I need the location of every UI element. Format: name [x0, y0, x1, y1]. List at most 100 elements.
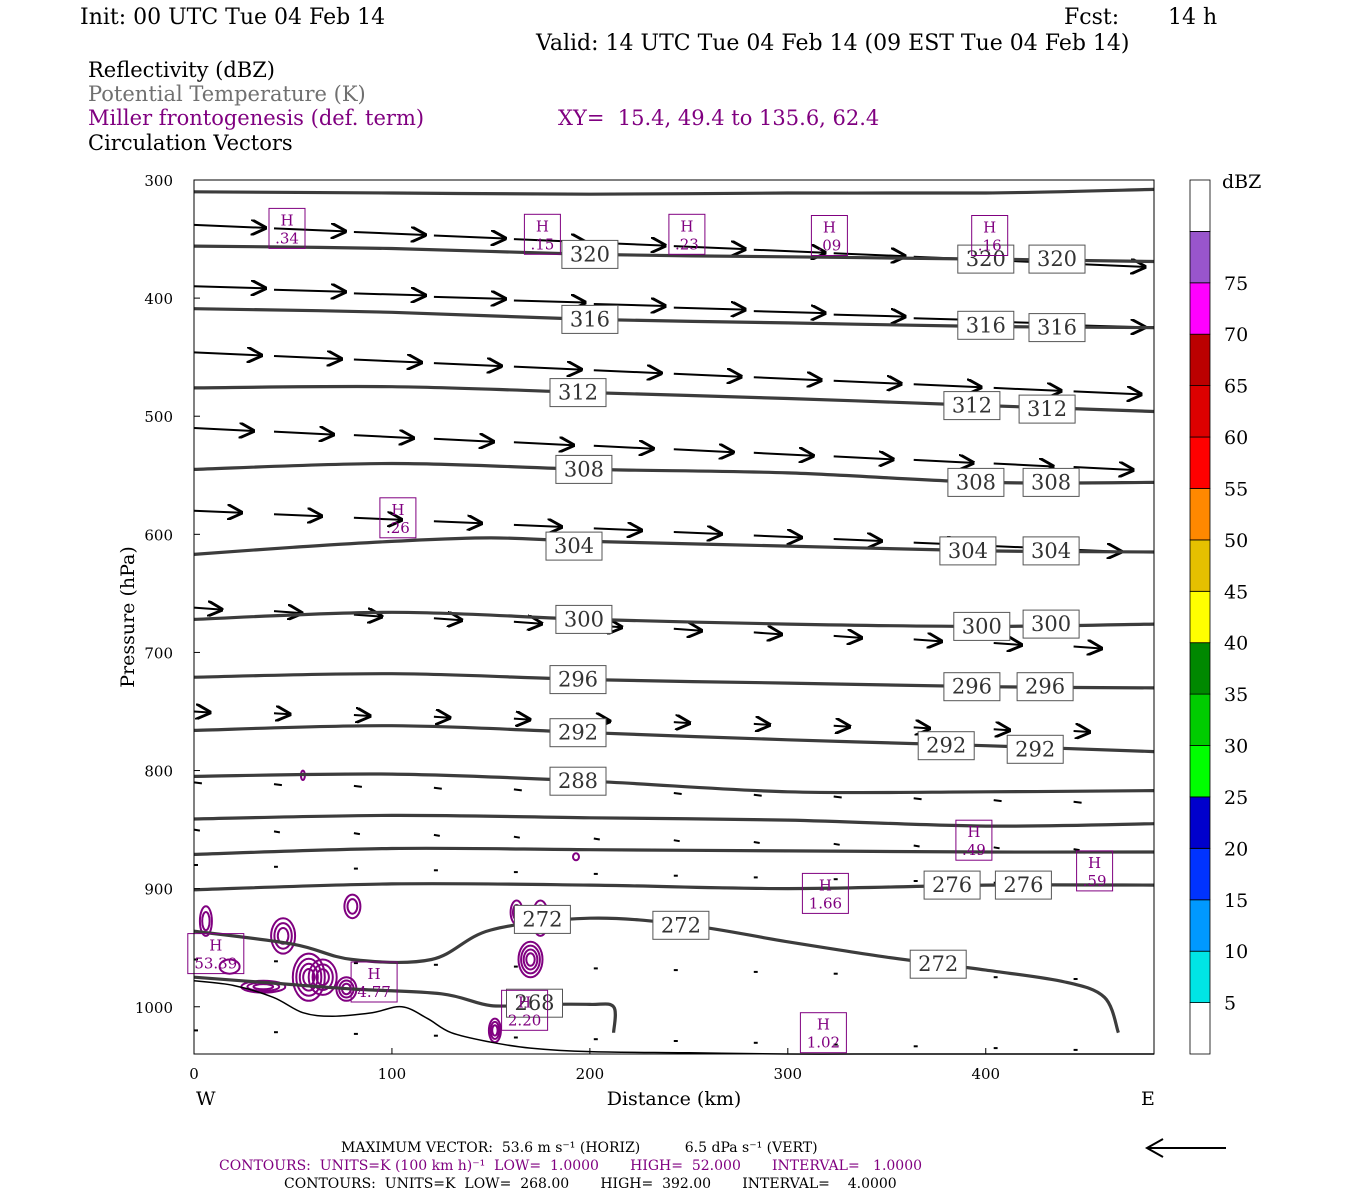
circulation-vector	[193, 828, 201, 832]
frontogenesis-contour	[517, 940, 544, 979]
colorbar-segment	[1189, 385, 1211, 438]
frontogenesis-contour	[315, 968, 330, 987]
circulation-vector	[833, 315, 905, 317]
circulation-vector	[513, 525, 562, 527]
circulation-vector	[273, 713, 290, 714]
theta-label-box	[652, 910, 710, 940]
circulation-vector	[593, 528, 642, 530]
circulation-vector	[193, 511, 242, 513]
frontogenesis-maximum: H.09	[810, 215, 848, 256]
circulation-vector	[433, 717, 450, 718]
colorbar-label: 35	[1224, 684, 1248, 706]
circulation-vector	[273, 290, 345, 292]
init-time: Init: 00 UTC Tue 04 Feb 14	[80, 5, 386, 30]
colorbar-label: 65	[1224, 376, 1248, 398]
circulation-vector	[753, 377, 821, 380]
theta-label-box	[957, 244, 1015, 274]
theta-label-box	[1016, 672, 1074, 702]
circulation-vector	[193, 352, 261, 355]
theta-label-text: 288	[558, 769, 598, 793]
frontogenesis-contour	[295, 957, 323, 997]
colorbar-segment	[1189, 179, 1211, 232]
circulation-vector	[993, 729, 1010, 730]
x-tick-label: 100	[378, 1065, 407, 1083]
circulation-vector	[1073, 647, 1102, 649]
frontogenesis-contour	[198, 905, 213, 937]
maximum-h-marker: H	[391, 501, 404, 519]
theta-label-300: 300	[1022, 609, 1080, 639]
circulation-vector	[273, 228, 345, 231]
circulation-vector	[673, 532, 722, 534]
theta-label-text: 304	[554, 534, 594, 558]
circulation-vector	[193, 286, 265, 288]
theta-label-box	[549, 718, 607, 748]
theta-label-box	[549, 378, 607, 408]
x-tick-label: 400	[971, 1065, 1000, 1083]
y-tick-label: 1000	[135, 999, 173, 1017]
valid-time: Valid: 14 UTC Tue 04 Feb 14 (09 EST Tue …	[536, 31, 1130, 56]
legend-reflectivity: Reflectivity (dBZ)	[88, 58, 276, 82]
frontogenesis-contour	[520, 944, 541, 975]
circulation-vector	[433, 439, 493, 442]
frontogenesis-maximum: H1.66	[801, 872, 849, 914]
theta-label-304: 304	[1022, 536, 1080, 566]
circulation-vector	[993, 799, 1002, 803]
theta-label-text: 320	[1037, 247, 1077, 271]
maximum-box	[955, 819, 993, 861]
circulation-vector	[513, 622, 542, 624]
theta-label-box	[549, 665, 607, 695]
circulation-vector	[193, 712, 210, 713]
colorbar: 5 10 15 20 25 30 35 40 45 50 55 60 65 70 75	[1189, 179, 1248, 1055]
theta-label-box	[994, 870, 1052, 900]
theta-label-text: 292	[558, 721, 598, 745]
frontogenesis-maximum: H.23	[668, 213, 706, 255]
maximum-box	[810, 215, 848, 256]
theta-label-text: 304	[1031, 539, 1071, 563]
theta-label-box	[1028, 244, 1086, 274]
circulation-vector	[273, 356, 341, 359]
legend-theta: Potential Temperature (K)	[88, 82, 366, 106]
maximum-value: .59	[1083, 872, 1107, 890]
maximum-box	[668, 213, 706, 255]
circulation-vector	[753, 632, 782, 634]
colorbar-segment	[1189, 488, 1211, 541]
circulation-vector	[353, 518, 402, 520]
colorbar-label: 50	[1224, 530, 1248, 552]
frontogenesis-contour	[522, 948, 539, 971]
circulation-vector	[513, 835, 520, 839]
frontogenesis-maximum: H.49	[955, 819, 993, 861]
maximum-value: .16	[978, 237, 1002, 255]
circulation-vector	[913, 460, 973, 463]
frontogenesis-maximum: H2.20	[501, 989, 549, 1031]
circulation-vector	[993, 388, 1061, 391]
theta-label-300: 300	[555, 604, 613, 634]
theta-label-box	[947, 467, 1005, 497]
frontogenesis-contour	[273, 922, 293, 950]
colorbar-label: 40	[1224, 633, 1248, 655]
circulation-vector	[673, 246, 745, 249]
theta-label-text: 300	[1031, 612, 1071, 636]
footer-max-vector: MAXIMUM VECTOR: 53.6 m s⁻¹ (HORIZ) 6.5 d…	[341, 1140, 818, 1156]
colorbar-segment	[1189, 1002, 1211, 1055]
circulation-vector	[753, 536, 802, 538]
theta-contour-312	[193, 384, 1155, 414]
circulation-vector	[673, 722, 690, 723]
maximum-value: .34	[275, 229, 299, 247]
circulation-vector	[433, 786, 442, 790]
colorbar-segment	[1189, 693, 1211, 746]
frontogenesis-maximum: H.26	[379, 497, 417, 539]
reference-vector-arrow	[1144, 1138, 1226, 1158]
maximum-h-marker: H	[819, 876, 832, 894]
y-tick-label: 800	[144, 763, 173, 781]
maximum-box	[268, 207, 306, 249]
theta-label-text: 316	[966, 313, 1006, 337]
theta-label-box	[939, 536, 997, 566]
maximum-h-marker: H	[680, 217, 693, 235]
colorbar-label: 5	[1224, 993, 1236, 1015]
circulation-vector	[433, 833, 440, 837]
theta-label-box	[1022, 467, 1080, 497]
maximum-h-marker: H	[967, 823, 980, 841]
theta-label-box	[953, 611, 1011, 641]
maximum-value: .15	[530, 235, 554, 253]
maximum-h-marker: H	[983, 219, 996, 237]
